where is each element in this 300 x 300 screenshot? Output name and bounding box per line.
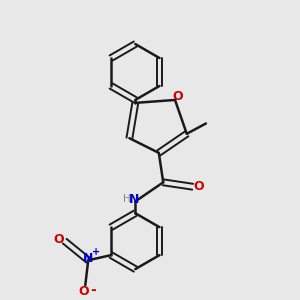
Text: O: O — [79, 285, 89, 298]
Text: O: O — [53, 233, 64, 246]
Text: H: H — [123, 194, 130, 204]
Text: O: O — [194, 180, 204, 193]
Text: +: + — [92, 247, 101, 257]
Text: N: N — [83, 252, 93, 265]
Text: N: N — [129, 193, 139, 206]
Text: -: - — [91, 283, 96, 297]
Text: O: O — [172, 90, 183, 103]
